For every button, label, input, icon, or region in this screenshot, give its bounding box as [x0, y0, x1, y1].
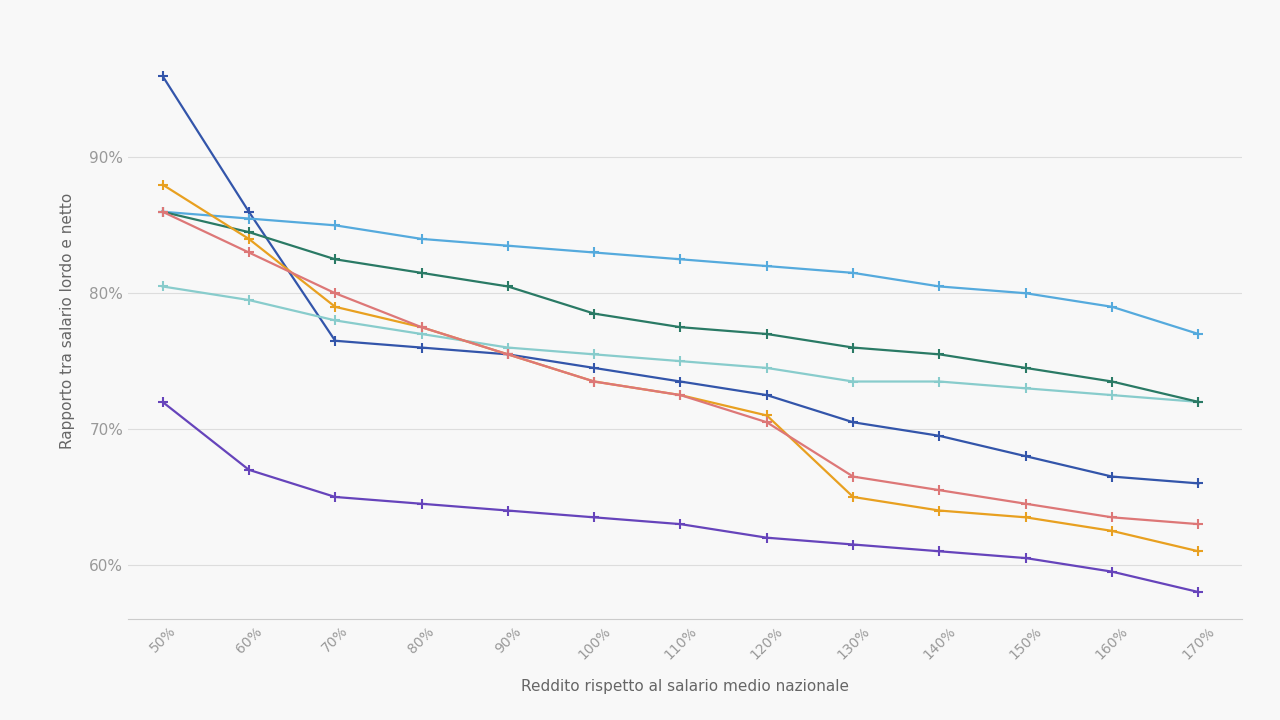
Y-axis label: Rapporto tra salario lordo e netto: Rapporto tra salario lordo e netto [60, 192, 76, 449]
X-axis label: Reddito rispetto al salario medio nazionale: Reddito rispetto al salario medio nazion… [521, 679, 849, 693]
